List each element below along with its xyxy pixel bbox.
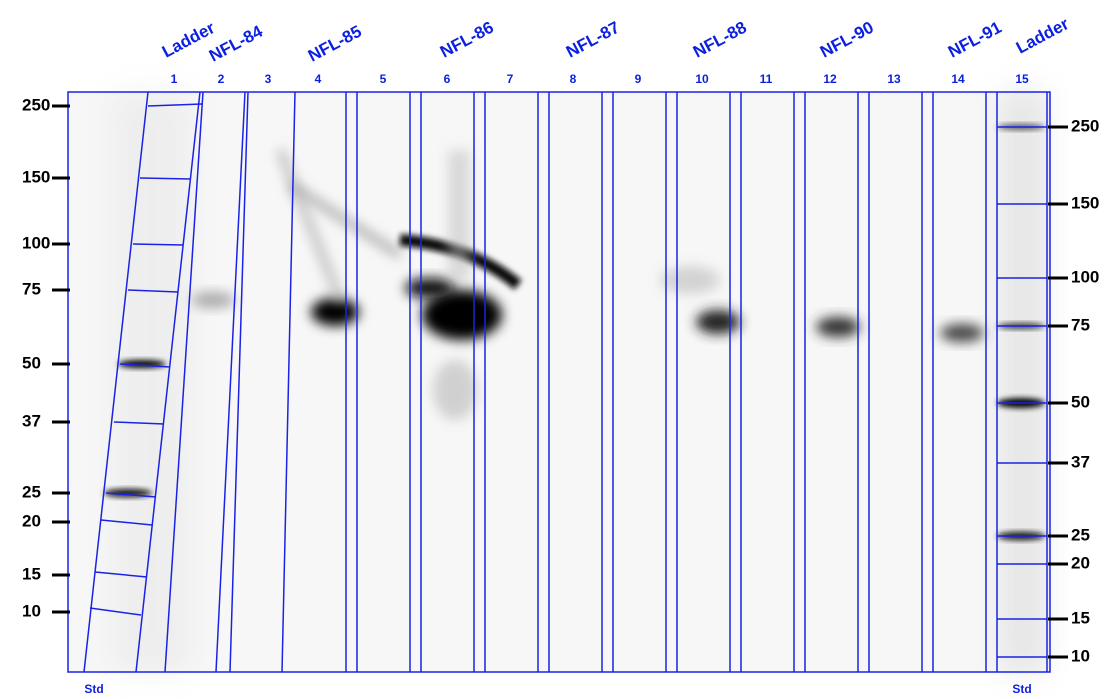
lane-number: 13 [887,72,901,86]
lane-number: 9 [635,72,642,86]
marker-label: 75 [1071,315,1090,334]
sample-label: NFL-84 [206,21,266,65]
marker-label: 37 [1071,452,1090,471]
gel [68,92,1050,672]
lane-number: 2 [218,72,225,86]
sample-label: NFL-86 [437,18,497,62]
marker-label: 15 [1071,608,1090,627]
marker-label: 150 [1071,193,1099,212]
sample-label: NFL-91 [945,18,1005,62]
marker-label: 250 [1071,116,1099,135]
lane-number: 4 [315,72,322,86]
sample-label: Ladder [1013,14,1072,58]
marker-label: 25 [22,482,41,501]
lane-number: 10 [695,72,709,86]
marker-label: 25 [1071,525,1090,544]
lane-number: 5 [380,72,387,86]
sample-label: NFL-88 [690,18,750,62]
marker-label: 15 [22,564,41,583]
marker-label: 10 [22,601,41,620]
marker-label: 50 [22,353,41,372]
lane-number: 8 [570,72,577,86]
lane-number: 14 [951,72,965,86]
std-label: Std [84,682,103,696]
lane-number: 12 [823,72,837,86]
marker-label: 100 [22,233,50,252]
marker-label: 100 [1071,267,1099,286]
sample-label: NFL-85 [305,22,365,66]
lane-number: 15 [1015,72,1029,86]
lane-number: 7 [507,72,514,86]
marker-label: 50 [1071,392,1090,411]
std-label: Std [1012,682,1031,696]
blot-view: Ladder NFL-84 NFL-85 NFL-86 NFL-87 NFL-88 NFL-… [0,0,1113,699]
lane-number: 1 [171,72,178,86]
sample-label: NFL-87 [563,18,623,62]
marker-label: 250 [22,95,50,114]
marker-label: 20 [1071,553,1090,572]
ladder-line [133,244,183,245]
lane-number: 11 [760,72,773,86]
lane-number: 3 [265,72,272,86]
lane-number: 6 [444,72,451,86]
marker-label: 37 [22,411,41,430]
marker-label: 150 [22,167,50,186]
ladder-line [140,178,191,179]
marker-label: 10 [1071,646,1090,665]
marker-label: 75 [22,279,41,298]
marker-label: 20 [22,511,41,530]
sample-label: NFL-90 [817,18,877,62]
